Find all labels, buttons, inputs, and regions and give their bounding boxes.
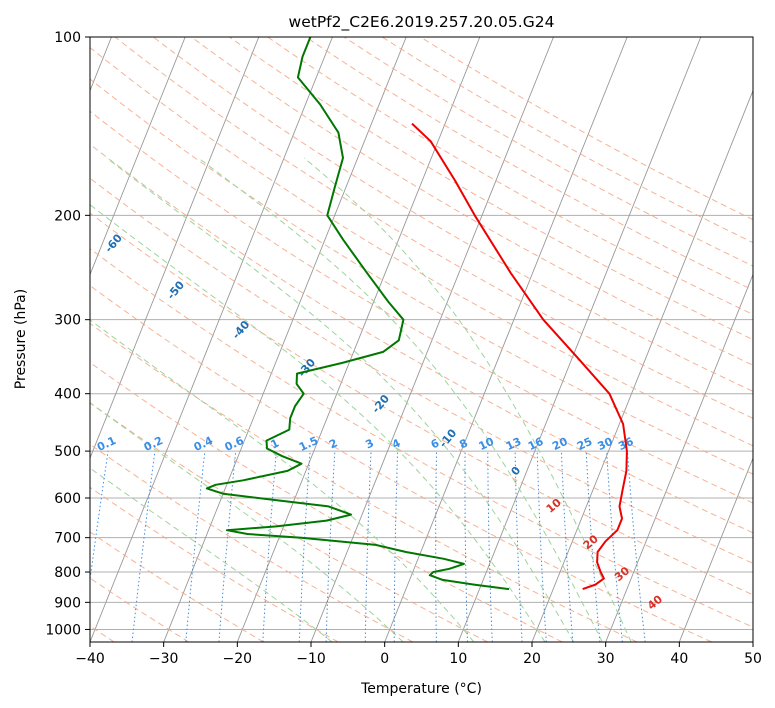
dry-adiabat-line [305,37,753,291]
y-tick-label: 200 [54,208,81,224]
y-tick-label: 500 [54,444,81,460]
isotherm-line [90,37,333,642]
mixing-ratio-label: 16 [526,435,546,453]
moist-adiabat-line [198,157,603,642]
dry-adiabat-line [90,177,753,564]
y-tick-label: 700 [54,531,81,547]
y-tick-label: 1000 [45,622,81,638]
dry-adiabat-line [229,37,753,341]
x-tick-label: −20 [223,651,253,667]
dry-adiabat-line [90,443,414,642]
x-tick-label: 30 [597,651,615,667]
y-tick-label: 900 [54,595,81,611]
isotherm-line [531,89,753,642]
moist-adiabat-line [90,467,333,642]
isotherm-line [90,37,260,460]
y-axis-label: Pressure (hPa) [13,289,29,389]
moist-adiabat-line [303,157,632,642]
x-tick-label: 40 [670,651,688,667]
moist-adiabat-line [90,319,475,642]
mixing-ratio-line [131,451,156,642]
mixing-ratio-label: 13 [504,435,523,453]
plot-frame [89,36,754,643]
mixing-ratio-label: 30 [595,435,615,453]
chart-title: wetPf2_C2E6.2019.257.20.05.G24 [289,13,555,32]
moist-adiabat-line [106,157,575,642]
dry-adiabat-line [114,37,753,419]
isotherm-line [605,273,753,642]
mixing-ratio-line [90,451,109,584]
dry-adiabat-line [90,322,638,642]
dewpoint-profile-line [205,37,510,591]
isotherm-line [384,37,628,642]
y-tick-label: 100 [54,30,81,46]
x-tick-label: −40 [75,651,105,667]
dry-adiabat-line [90,248,753,628]
dry-adiabat-line [90,212,753,596]
dry-adiabat-line [267,37,753,316]
x-tick-label: 0 [380,651,389,667]
dry-adiabat-line [90,46,753,447]
mixing-ratio-label: 10 [477,435,497,453]
x-axis-label: Temperature (°C) [360,681,482,697]
mixing-ratio-line [626,451,646,642]
y-tick-label: 800 [54,565,81,581]
isotherm-line [90,37,186,276]
x-tick-label: −30 [149,651,179,667]
dry-adiabat-line [152,37,753,392]
temperature-profile-line [411,122,628,591]
x-tick-label: 20 [523,651,541,667]
dry-adiabat-line [191,37,753,366]
mixing-ratio-label: 20 [550,435,570,453]
isotherm-line [236,37,481,642]
dry-adiabat-line [90,284,712,642]
dry-adiabat-line [90,486,339,642]
y-tick-label: 400 [54,387,81,403]
x-tick-label: 50 [744,651,762,667]
dry-adiabat-line [90,143,753,534]
x-tick-label: 10 [449,651,467,667]
dry-adiabat-line [90,110,753,504]
moist-adiabat-line [90,204,546,642]
isotherm-line [678,456,753,642]
isotherm-line [163,37,407,642]
y-tick-label: 600 [54,491,81,507]
isotherm-line [457,37,702,642]
y-tick-label: 300 [54,313,81,329]
x-tick-label: −10 [296,651,326,667]
mixing-ratio-label: 25 [575,435,594,453]
